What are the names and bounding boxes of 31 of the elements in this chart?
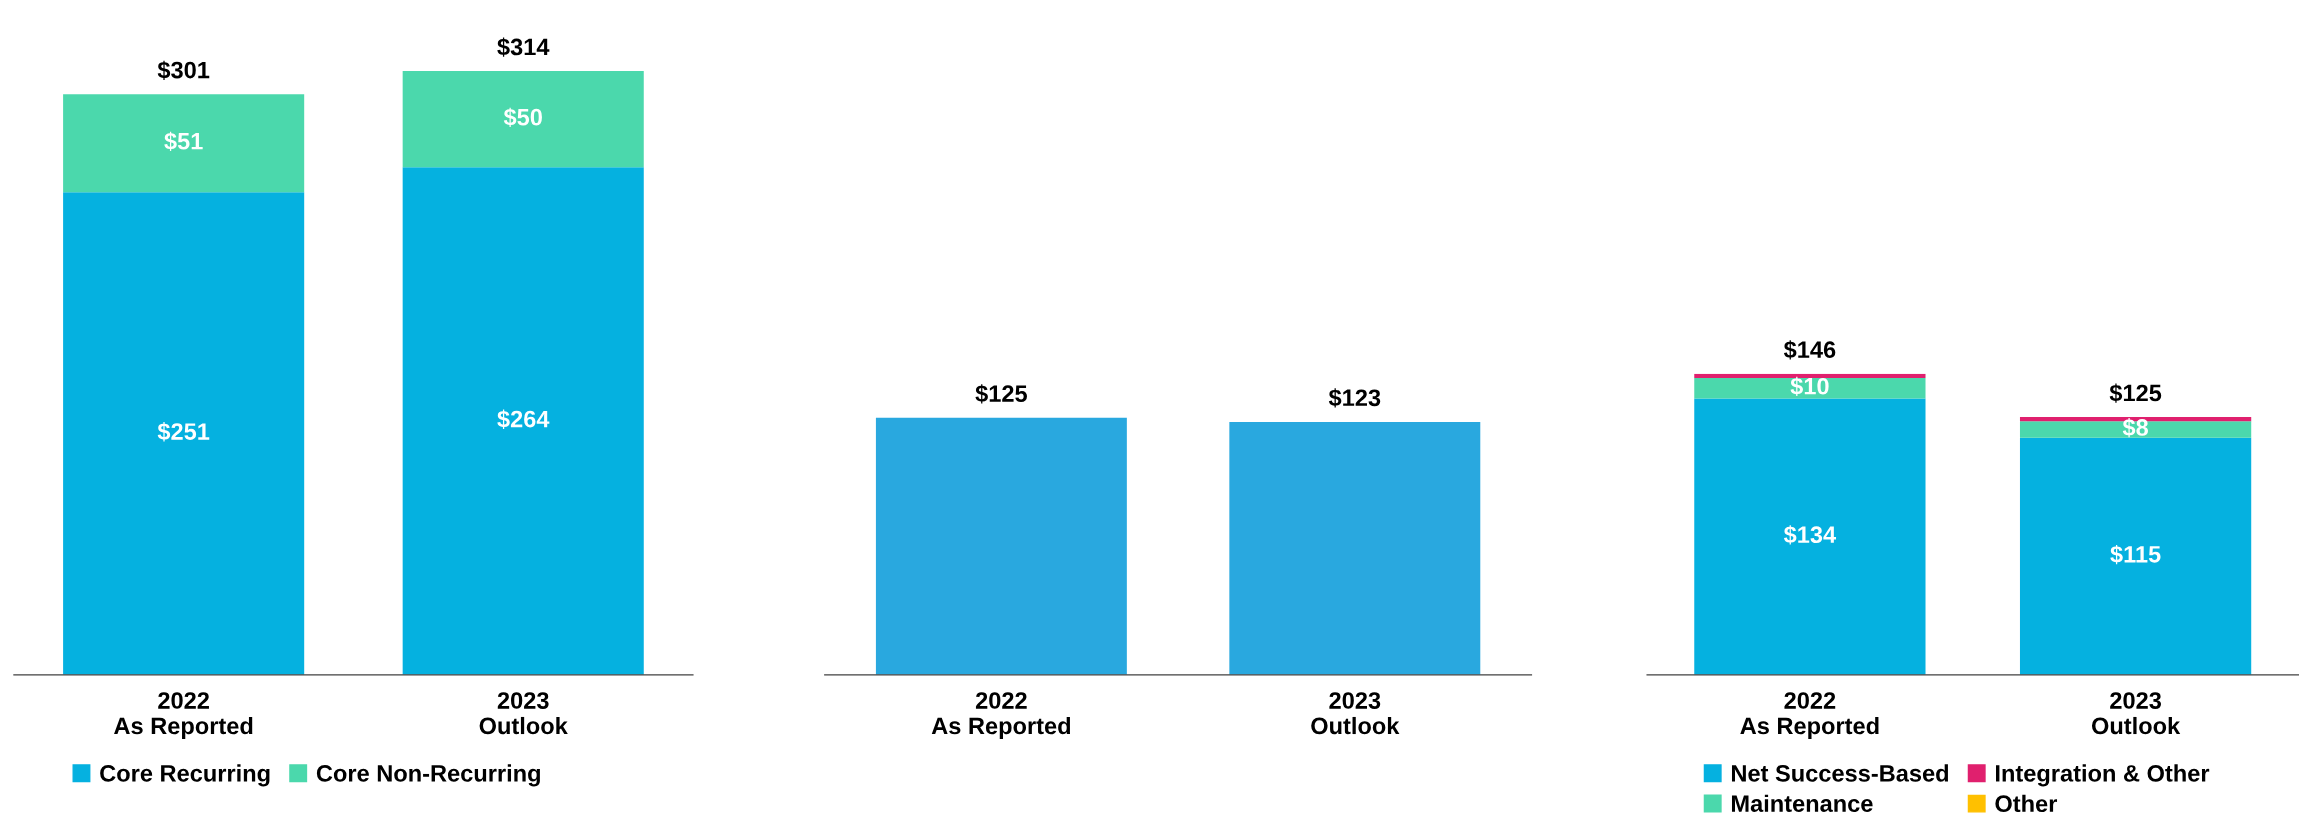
legend-label: Core Recurring: [100, 764, 270, 787]
legend-label: Core Non-Recurring: [316, 764, 540, 787]
x-tick-label: 2022 As Reported: [1740, 692, 1879, 739]
bar: [1694, 373, 1926, 378]
data-label: $51: [164, 131, 203, 152]
data-label: $8: [2122, 418, 2148, 438]
total-label: $146: [1783, 340, 1836, 360]
data-label: $10: [1790, 376, 1829, 397]
x-tick-label: 2023 Outlook: [479, 692, 568, 735]
data-label: $123: [1328, 388, 1381, 408]
bar: [63, 192, 305, 675]
total-label: $125: [2109, 383, 2162, 403]
bar: [63, 94, 305, 193]
legend-label: Net Success-Based: [1731, 764, 1949, 782]
data-label: $251: [157, 422, 210, 442]
x-tick-label: 2023 Outlook: [2091, 692, 2181, 735]
legend-label: Other: [1995, 794, 2058, 813]
bar: [402, 71, 644, 168]
data-label: $134: [1783, 525, 1837, 545]
data-label: $125: [975, 384, 1027, 404]
legend-label: Integration & Other: [1996, 764, 2210, 787]
x-tick-label: 2022 As Reported: [114, 692, 253, 739]
legend-label: Maintenance: [1731, 794, 1873, 812]
data-label: $115: [2110, 544, 2161, 565]
x-tick-label: 2022 As Reported: [931, 692, 1071, 739]
total-label: $314: [497, 37, 550, 57]
data-label: $264: [497, 409, 550, 429]
x-tick-label: 2023 Outlook: [1311, 692, 1400, 735]
data-label: $50: [503, 107, 542, 128]
total-label: $301: [157, 60, 210, 80]
bar: [1694, 377, 1926, 399]
